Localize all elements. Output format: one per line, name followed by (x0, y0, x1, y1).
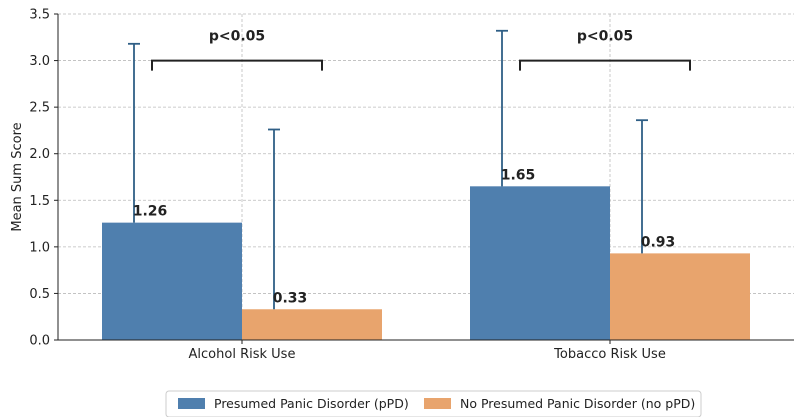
y-axis-label: Mean Sum Score (10, 122, 25, 231)
bar (102, 222, 242, 340)
legend-label: Presumed Panic Disorder (pPD) (214, 396, 409, 411)
axes: 0.0 0.5 1.0 1.5 2.0 2.5 3.0 3.5 Alcohol Risk Use… (29, 8, 794, 362)
significance-annotations: p<0.05 p<0.05 (151, 29, 691, 71)
data-label: 0.93 (641, 234, 676, 250)
y-tick-label: 1.0 (29, 240, 50, 255)
bar (470, 186, 610, 340)
y-tick-label: 2.0 (29, 147, 50, 162)
y-tick-label: 2.5 (29, 101, 50, 116)
significance-label: p<0.05 (209, 29, 265, 45)
data-label: 1.65 (501, 167, 536, 183)
y-tick-label: 1.5 (29, 194, 50, 209)
data-label: 0.33 (273, 290, 308, 306)
legend: Presumed Panic Disorder (pPD) No Presumed… (165, 390, 702, 417)
y-tick-label: 3.0 (29, 54, 50, 69)
y-tick-label: 0.5 (29, 287, 50, 302)
y-tick-label: 3.5 (29, 8, 50, 23)
data-labels: 1.26 0.33 1.65 0.93 (133, 167, 676, 306)
bars (102, 186, 750, 340)
x-tick-label: Alcohol Risk Use (189, 347, 296, 362)
significance-label: p<0.05 (577, 29, 633, 45)
legend-label: No Presumed Panic Disorder (no pPD) (460, 396, 695, 411)
y-tick-label: 0.0 (29, 334, 50, 349)
bar (610, 253, 750, 340)
legend-swatch (424, 398, 451, 409)
x-tick-label: Tobacco Risk Use (553, 347, 666, 362)
error-bars (128, 29, 648, 310)
legend-swatch (178, 398, 205, 409)
significance-bracket (151, 59, 323, 71)
significance-bracket (519, 59, 691, 71)
bar (242, 309, 382, 340)
data-label: 1.26 (133, 204, 168, 220)
